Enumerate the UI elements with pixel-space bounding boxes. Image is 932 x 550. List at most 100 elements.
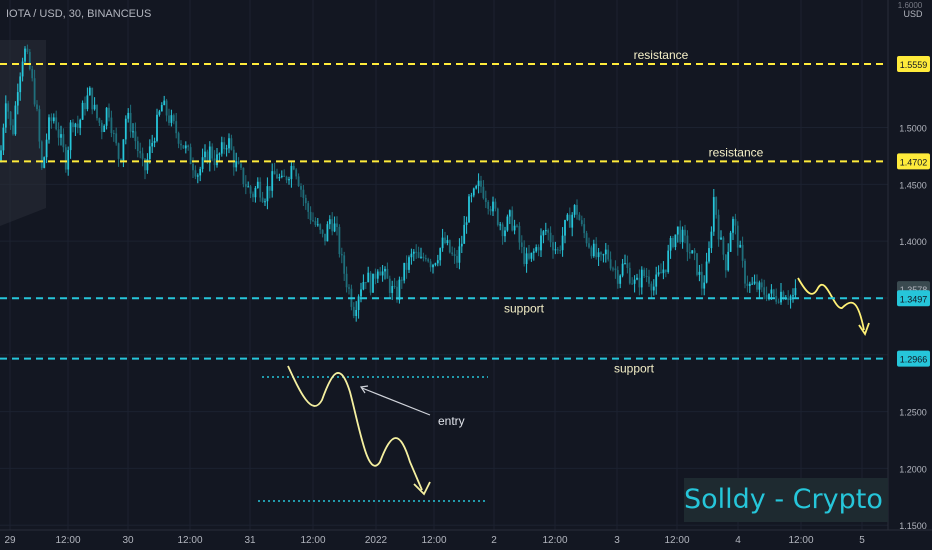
candle-body bbox=[362, 282, 365, 290]
candle-body bbox=[60, 134, 62, 138]
support-label: support bbox=[614, 362, 655, 376]
candle-body bbox=[129, 112, 132, 132]
candle-body bbox=[412, 251, 415, 254]
candle-body bbox=[552, 242, 554, 251]
candle-body bbox=[554, 249, 557, 251]
candle-body bbox=[264, 201, 266, 203]
candle-body bbox=[132, 131, 134, 133]
candle-body bbox=[782, 291, 785, 300]
candle-body bbox=[576, 205, 578, 215]
candle-body bbox=[278, 177, 281, 179]
candle-body bbox=[331, 219, 334, 232]
candle-body bbox=[141, 153, 144, 159]
candle-body bbox=[684, 229, 686, 236]
candle-body bbox=[748, 283, 751, 286]
candle-body bbox=[336, 223, 338, 227]
price-tick-label: 1.2000 bbox=[899, 464, 927, 474]
time-tick-label: 2 bbox=[491, 535, 497, 546]
candle-body bbox=[324, 233, 326, 242]
candle-body bbox=[182, 145, 185, 149]
candle-body bbox=[237, 161, 240, 164]
candle-body bbox=[688, 252, 691, 254]
candle-body bbox=[564, 220, 566, 236]
candle-body bbox=[722, 237, 725, 255]
candle-body bbox=[338, 226, 341, 255]
candle-body bbox=[542, 231, 545, 236]
candle-body bbox=[225, 148, 228, 150]
candle-body bbox=[520, 242, 523, 247]
candle-body bbox=[175, 121, 178, 134]
symbol-header: IOTA / USD, 30, BINANCEUS bbox=[6, 8, 152, 20]
projection-curve-left bbox=[287, 365, 423, 491]
candle-body bbox=[268, 186, 271, 191]
candle-body bbox=[45, 139, 48, 158]
candle-body bbox=[696, 253, 698, 275]
candle-body bbox=[439, 248, 442, 261]
candle-body bbox=[559, 249, 562, 251]
time-axis-bg bbox=[0, 530, 932, 550]
candle-body bbox=[772, 289, 775, 297]
candle-body bbox=[314, 221, 317, 225]
candle-body bbox=[441, 237, 444, 249]
price-tick-label: 1.1500 bbox=[899, 521, 927, 531]
candle-body bbox=[333, 223, 336, 232]
candle-body bbox=[213, 158, 216, 166]
candle-body bbox=[763, 287, 766, 295]
candle-body bbox=[528, 253, 530, 259]
candle-body bbox=[530, 252, 533, 259]
candle-body bbox=[316, 224, 319, 226]
candle-body bbox=[295, 169, 298, 177]
candle-body bbox=[612, 268, 614, 270]
candle-body bbox=[681, 229, 684, 243]
candle-body bbox=[388, 278, 391, 293]
entry-label: entry bbox=[438, 414, 465, 428]
candle-body bbox=[19, 76, 22, 93]
candle-body bbox=[537, 247, 540, 251]
time-tick-label: 30 bbox=[122, 535, 134, 546]
candle-body bbox=[787, 297, 790, 301]
candle-body bbox=[480, 180, 482, 187]
candle-body bbox=[549, 232, 552, 243]
candle-body bbox=[770, 289, 773, 294]
candle-body bbox=[112, 133, 115, 135]
time-tick-label: 3 bbox=[614, 535, 620, 546]
candle-body bbox=[470, 195, 473, 197]
candle-body bbox=[194, 170, 197, 177]
candle-body bbox=[460, 243, 463, 247]
candle-body bbox=[679, 226, 682, 243]
candle-body bbox=[235, 161, 238, 168]
candle-body bbox=[496, 208, 499, 225]
candle-body bbox=[110, 117, 113, 134]
candle-body bbox=[67, 150, 70, 170]
candle-body bbox=[28, 52, 31, 70]
candle-body bbox=[228, 138, 230, 149]
candle-body bbox=[379, 271, 382, 276]
candle-body bbox=[369, 272, 372, 293]
resistance-label: resistance bbox=[709, 145, 764, 159]
candle-body bbox=[9, 111, 12, 126]
candle-body bbox=[604, 249, 607, 255]
price-tick-label: 1.4000 bbox=[899, 237, 927, 247]
candle-body bbox=[585, 233, 588, 244]
candle-body bbox=[64, 147, 67, 170]
candle-body bbox=[192, 163, 194, 171]
candle-body bbox=[691, 250, 694, 254]
candle-body bbox=[619, 275, 622, 284]
candle-body bbox=[105, 107, 108, 126]
candle-body bbox=[151, 142, 154, 147]
candle-body bbox=[626, 263, 629, 268]
candle-body bbox=[446, 240, 449, 244]
candle-body bbox=[432, 264, 434, 268]
candle-body bbox=[703, 282, 706, 289]
candle-body bbox=[468, 196, 470, 223]
candle-body bbox=[374, 273, 377, 279]
candle-body bbox=[218, 153, 221, 155]
candle-body bbox=[580, 220, 583, 225]
candle-body bbox=[43, 157, 46, 168]
candle-body bbox=[744, 260, 746, 284]
candle-body bbox=[76, 123, 79, 128]
candle-body bbox=[184, 145, 187, 149]
candle-body bbox=[201, 157, 204, 169]
candle-body bbox=[55, 117, 58, 130]
